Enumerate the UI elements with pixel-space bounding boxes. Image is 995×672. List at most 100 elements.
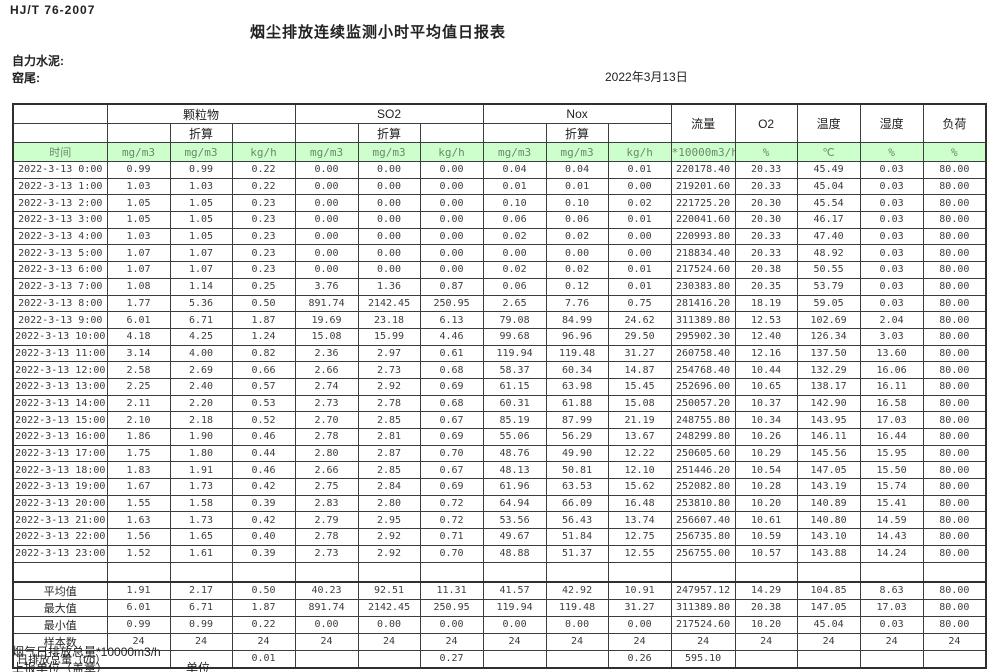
- time-column-header: 时间: [12, 142, 108, 162]
- value-cell: 13.67: [607, 428, 672, 446]
- value-cell: 10.37: [734, 394, 798, 413]
- value-cell: 80.00: [922, 194, 987, 213]
- value-cell: 0.00: [419, 211, 484, 229]
- value-cell: 0.00: [419, 177, 484, 196]
- value-cell: 0.00: [482, 244, 547, 263]
- value-cell: 99.68: [482, 327, 547, 346]
- value-cell: 140.89: [796, 494, 861, 513]
- table-row: 2022-3-13 11:00 3.14 4.00 0.82 2.36 2.97 0.61 1…: [12, 344, 987, 363]
- value-cell: 0.46: [231, 461, 296, 480]
- value-cell: 80.00: [922, 394, 987, 413]
- value-cell: 0.87: [419, 277, 484, 296]
- value-cell: 1.14: [169, 277, 233, 296]
- blank-cell: [12, 561, 108, 582]
- unit-cell: %: [922, 142, 987, 162]
- blank-cell: [734, 561, 798, 582]
- value-cell: 55.06: [482, 428, 547, 446]
- summary-label: 最大值: [12, 598, 108, 617]
- value-cell: 251446.20: [670, 461, 736, 480]
- value-cell: 10.44: [734, 361, 798, 379]
- summary-value-cell: 24: [419, 632, 484, 651]
- value-cell: 0.82: [231, 344, 296, 363]
- value-cell: 0.10: [545, 194, 609, 213]
- value-cell: 80.00: [922, 294, 987, 313]
- value-cell: 250.95: [419, 294, 484, 313]
- value-cell: 80.00: [922, 227, 987, 246]
- value-cell: 15.41: [859, 494, 924, 513]
- value-cell: 1.75: [106, 444, 171, 463]
- value-cell: 2.58: [106, 361, 171, 379]
- value-cell: 0.70: [419, 444, 484, 463]
- value-cell: 0.23: [231, 244, 296, 263]
- value-cell: 0.00: [357, 244, 421, 263]
- value-cell: 260758.40: [670, 344, 736, 363]
- value-cell: 219201.60: [670, 177, 736, 196]
- value-cell: 0.39: [231, 544, 296, 563]
- value-cell: 12.55: [607, 544, 672, 563]
- summary-value-cell: 24: [231, 632, 296, 651]
- value-cell: 96.96: [545, 327, 609, 346]
- value-cell: 48.76: [482, 444, 547, 463]
- summary-value-cell: 0.00: [545, 615, 609, 634]
- value-cell: 1.24: [231, 327, 296, 346]
- summary-value-cell: 80.00: [922, 615, 987, 634]
- value-cell: 10.57: [734, 544, 798, 563]
- summary-value-cell: 0.00: [419, 615, 484, 634]
- value-cell: 1.08: [106, 277, 171, 296]
- group-so2: SO2: [294, 103, 484, 124]
- value-cell: 1.07: [169, 244, 233, 263]
- value-cell: 0.02: [482, 261, 547, 279]
- time-cell: 2022-3-13 15:00: [12, 411, 108, 429]
- daily-total-value-cell: 0.27: [419, 649, 484, 668]
- blank-cell: [922, 561, 987, 582]
- summary-value-cell: 31.27: [607, 598, 672, 617]
- blank-cell: [482, 561, 547, 582]
- value-cell: 80.00: [922, 177, 987, 196]
- unit-cell: mg/m3: [294, 142, 359, 162]
- value-cell: 2.78: [294, 428, 359, 446]
- summary-value-cell: 0.00: [357, 615, 421, 634]
- value-cell: 16.58: [859, 394, 924, 413]
- value-cell: 0.03: [859, 194, 924, 213]
- value-cell: 45.04: [796, 177, 861, 196]
- unit-cell: mg/m3: [545, 142, 609, 162]
- daily-total-value-cell: [482, 649, 547, 668]
- blank-cell: [294, 561, 359, 582]
- value-cell: 59.05: [796, 294, 861, 313]
- value-cell: 0.23: [231, 194, 296, 213]
- value-cell: 60.34: [545, 361, 609, 379]
- value-cell: 0.00: [419, 194, 484, 213]
- time-cell: 2022-3-13 2:00: [12, 194, 108, 213]
- value-cell: 80.00: [922, 494, 987, 513]
- value-cell: 0.23: [231, 211, 296, 229]
- value-cell: 6.71: [169, 311, 233, 329]
- unit-cell: %: [734, 142, 798, 162]
- blank-cell: [357, 561, 421, 582]
- value-cell: 0.00: [357, 161, 421, 179]
- table-row: 2022-3-13 19:00 1.67 1.73 0.42 2.75 2.84 0.69 6…: [12, 478, 987, 496]
- value-cell: 138.17: [796, 377, 861, 396]
- value-cell: 2.11: [106, 394, 171, 413]
- value-cell: 23.18: [357, 311, 421, 329]
- time-cell: 2022-3-13 16:00: [12, 428, 108, 446]
- value-cell: 0.39: [231, 494, 296, 513]
- time-cell: 2022-3-13 13:00: [12, 377, 108, 396]
- value-cell: 2.81: [357, 428, 421, 446]
- value-cell: 20.33: [734, 161, 798, 179]
- value-cell: 0.00: [294, 261, 359, 279]
- value-cell: 2.75: [294, 478, 359, 496]
- value-cell: 1.05: [169, 227, 233, 246]
- value-cell: 1.87: [231, 311, 296, 329]
- value-cell: 0.03: [859, 227, 924, 246]
- value-cell: 53.79: [796, 277, 861, 296]
- company-label: 自力水泥:: [12, 54, 64, 68]
- pm-converted-label: 折算: [169, 123, 233, 143]
- group-flow: 流量: [670, 103, 736, 143]
- time-cell: 2022-3-13 10:00: [12, 327, 108, 346]
- value-cell: 2.97: [357, 344, 421, 363]
- value-cell: 891.74: [294, 294, 359, 313]
- value-cell: 0.42: [231, 478, 296, 496]
- value-cell: 0.42: [231, 511, 296, 530]
- value-cell: 311389.80: [670, 311, 736, 329]
- value-cell: 1.52: [106, 544, 171, 563]
